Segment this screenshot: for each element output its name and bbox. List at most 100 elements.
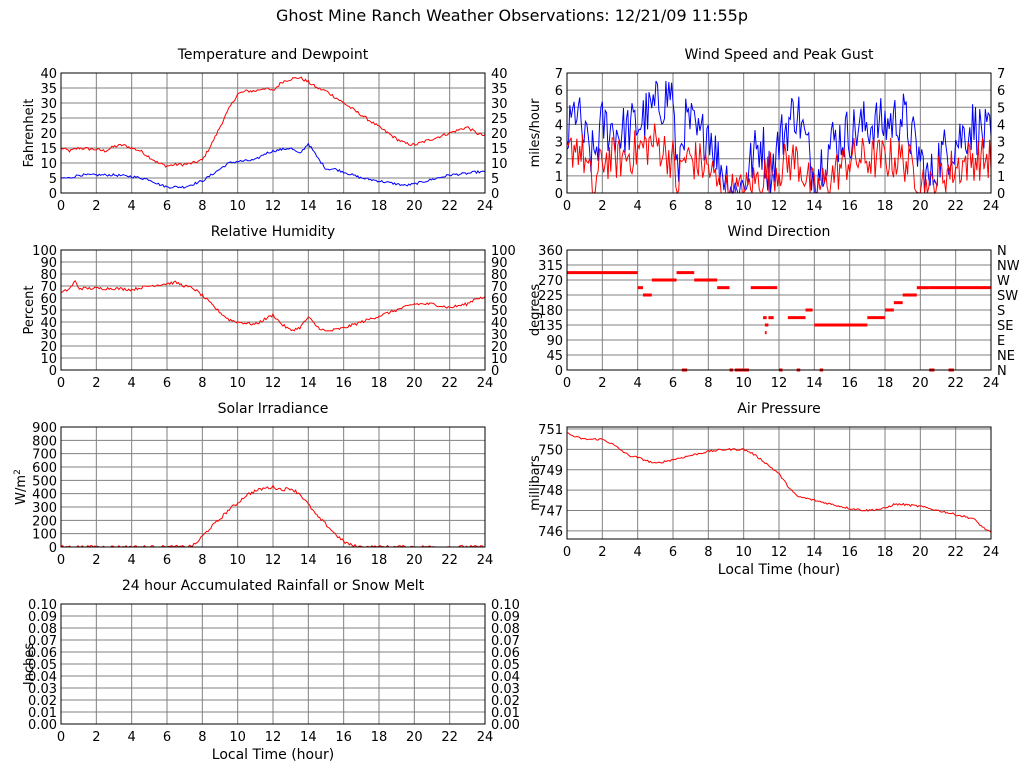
y-tick-label: 0.07 xyxy=(28,634,57,649)
right-tick-label: 0.08 xyxy=(491,622,520,637)
plot-frame xyxy=(566,426,992,540)
x-tick-label: 0 xyxy=(563,376,571,391)
x-tick-label: 16 xyxy=(335,730,352,745)
x-tick-label: 4 xyxy=(634,199,642,214)
x-tick-label: 12 xyxy=(265,199,282,214)
y-tick-label: 500 xyxy=(32,474,57,489)
right-tick-label: 60 xyxy=(491,292,508,307)
y-tick-label: 0.03 xyxy=(28,682,57,697)
x-tick-label: 8 xyxy=(198,553,206,568)
y-tick-label: 750 xyxy=(538,443,563,458)
x-tick-label: 12 xyxy=(771,376,788,391)
right-tick-label: 0.10 xyxy=(491,598,520,613)
right-tick-label: 7 xyxy=(997,67,1005,82)
x-tick-label: 24 xyxy=(477,199,494,214)
x-tick-label: 4 xyxy=(128,553,136,568)
y-tick-label: 180 xyxy=(538,304,563,319)
right-tick-label: 10 xyxy=(491,352,508,367)
y-tick-label: 7 xyxy=(555,67,563,82)
y-tick-label: 746 xyxy=(538,525,563,540)
y-tick-label: 100 xyxy=(32,528,57,543)
x-tick-label: 18 xyxy=(877,545,894,560)
x-tick-label: 8 xyxy=(198,376,206,391)
x-tick-label: 16 xyxy=(335,553,352,568)
x-tick-label: 6 xyxy=(163,376,171,391)
x-tick-label: 24 xyxy=(983,545,1000,560)
x-tick-label: 8 xyxy=(198,730,206,745)
x-tick-label: 20 xyxy=(406,376,423,391)
x-tick-label: 24 xyxy=(477,730,494,745)
y-tick-label: 40 xyxy=(40,67,57,82)
right-tick-label: 25 xyxy=(491,112,508,127)
y-tick-label: 5 xyxy=(555,101,563,116)
x-tick-label: 4 xyxy=(634,545,642,560)
right-tick-label: 35 xyxy=(491,82,508,97)
y-tick-label: 0 xyxy=(555,187,563,202)
x-tick-label: 10 xyxy=(735,545,752,560)
x-tick-label: 8 xyxy=(704,545,712,560)
y-tick-label: 135 xyxy=(538,319,563,334)
y-axis-label-base: W/m xyxy=(14,475,29,505)
right-tick-label: NW xyxy=(997,259,1020,274)
x-tick-label: 10 xyxy=(735,199,752,214)
x-tick-label: 14 xyxy=(806,376,823,391)
y-tick-label: 200 xyxy=(32,514,57,529)
right-tick-label: 20 xyxy=(491,340,508,355)
x-tick-label: 12 xyxy=(265,553,282,568)
y-tick-label: 0.05 xyxy=(28,658,57,673)
x-tick-label: 0 xyxy=(57,730,65,745)
chart-title: Temperature and Dewpoint xyxy=(177,47,369,63)
x-tick-label: 12 xyxy=(771,199,788,214)
y-tick-label: 90 xyxy=(40,256,57,271)
y-tick-label: 225 xyxy=(538,289,563,304)
y-tick-label: 0.08 xyxy=(28,622,57,637)
x-tick-label: 2 xyxy=(92,730,100,745)
x-tick-label: 20 xyxy=(406,553,423,568)
right-tick-label: 100 xyxy=(491,244,516,259)
right-tick-label: 80 xyxy=(491,268,508,283)
y-axis-label: Fahrenheit xyxy=(22,99,37,168)
y-tick-label: 0 xyxy=(555,364,563,379)
x-tick-label: 22 xyxy=(441,730,458,745)
y-tick-label: 315 xyxy=(538,259,563,274)
x-tick-label: 6 xyxy=(669,199,677,214)
x-tick-label: 22 xyxy=(441,199,458,214)
y-tick-label: 10 xyxy=(40,157,57,172)
x-tick-label: 24 xyxy=(983,199,1000,214)
right-tick-label: W xyxy=(997,274,1010,289)
x-tick-label: 16 xyxy=(335,199,352,214)
y-tick-label: 6 xyxy=(555,84,563,99)
chart-title: Air Pressure xyxy=(737,401,820,417)
right-tick-label: 30 xyxy=(491,97,508,112)
y-tick-label: 20 xyxy=(40,127,57,142)
right-tick-label: 0.00 xyxy=(491,718,520,733)
x-tick-label: 10 xyxy=(229,376,246,391)
y-tick-label: 30 xyxy=(40,328,57,343)
y-axis-label: Percent xyxy=(22,286,37,335)
y-tick-label: 60 xyxy=(40,292,57,307)
right-tick-label: 40 xyxy=(491,67,508,82)
x-tick-label: 2 xyxy=(598,376,606,391)
x-tick-label: 16 xyxy=(841,376,858,391)
y-tick-label: 751 xyxy=(538,423,563,438)
y-tick-label: 0.10 xyxy=(28,598,57,613)
x-tick-label: 10 xyxy=(229,553,246,568)
right-tick-label: 3 xyxy=(997,136,1005,151)
y-tick-label: 40 xyxy=(40,316,57,331)
x-tick-label: 16 xyxy=(841,545,858,560)
x-tick-label: 10 xyxy=(229,199,246,214)
y-tick-label: 25 xyxy=(40,112,57,127)
x-tick-label: 8 xyxy=(198,199,206,214)
right-tick-label: 4 xyxy=(997,118,1005,133)
chart-title: Wind Speed and Peak Gust xyxy=(685,47,874,63)
y-tick-label: 400 xyxy=(32,488,57,503)
x-tick-label: 24 xyxy=(477,376,494,391)
x-tick-label: 14 xyxy=(300,553,317,568)
right-tick-label: 0.01 xyxy=(491,706,520,721)
y-tick-label: 0 xyxy=(49,541,57,556)
y-tick-label: 50 xyxy=(40,304,57,319)
y-tick-label: 0.00 xyxy=(28,718,57,733)
